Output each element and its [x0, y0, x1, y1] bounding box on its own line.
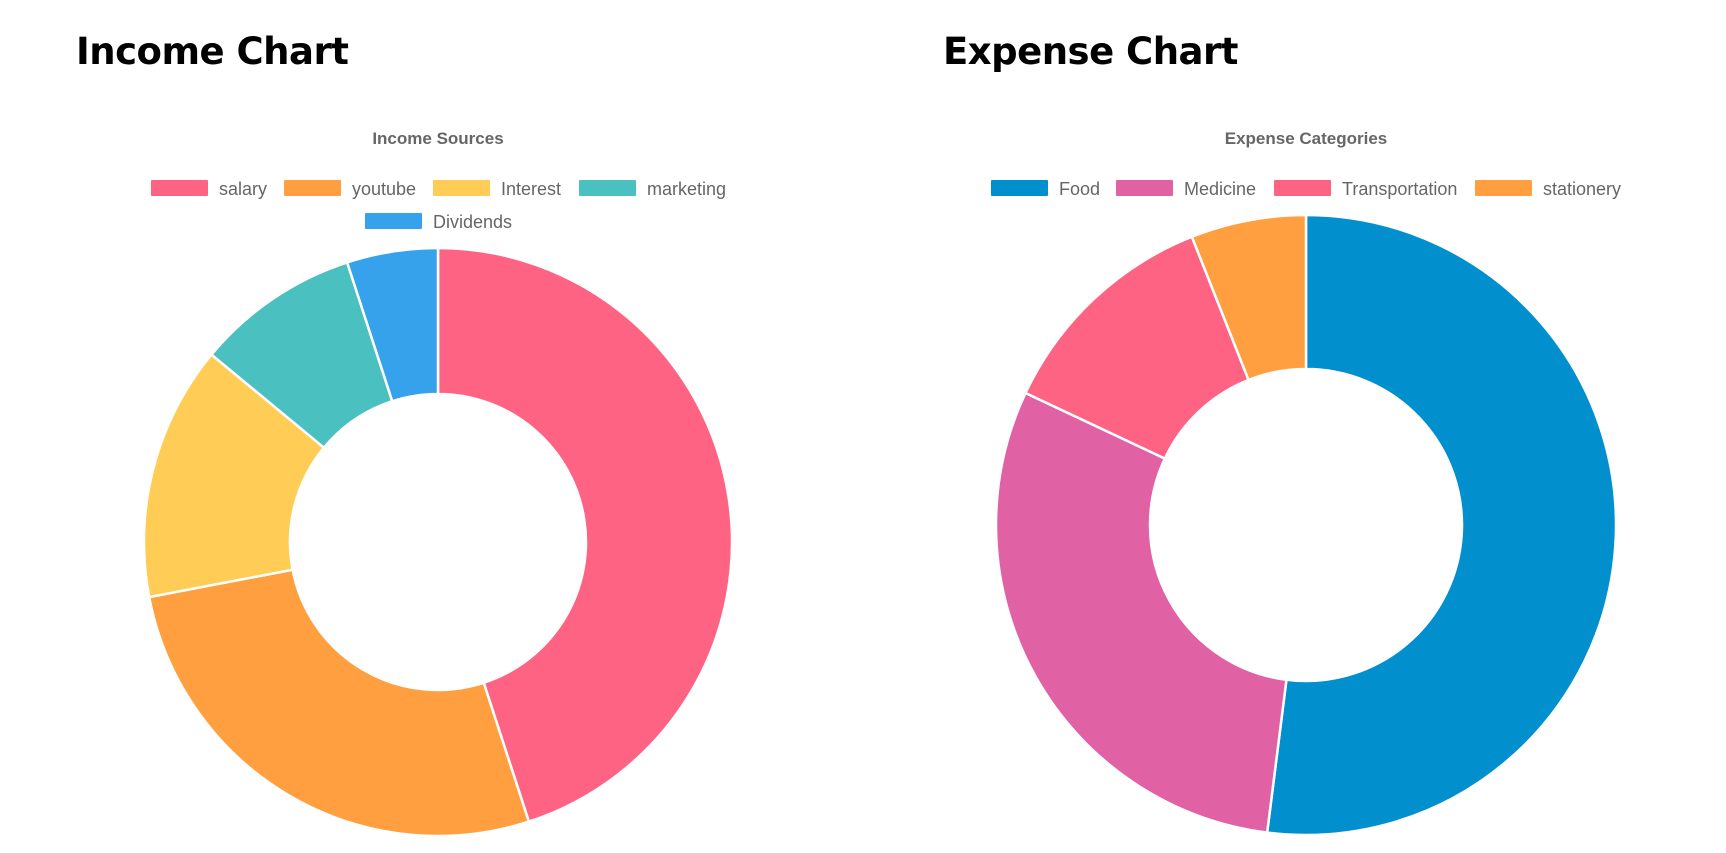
- legend-swatch-marketing[interactable]: [579, 180, 636, 196]
- legend-swatch-food[interactable]: [991, 180, 1048, 196]
- expense-legend: Food Medicine Transportation stationery: [991, 179, 1621, 199]
- legend-label-youtube[interactable]: youtube: [352, 179, 416, 199]
- slice-interest[interactable]: [142, 352, 326, 599]
- legend-swatch-salary[interactable]: [151, 180, 208, 196]
- expense-panel: Expense Chart Expense Categories Food Me…: [863, 0, 1726, 853]
- expense-doughnut-chart: Expense Categories Food Medicine Transpo…: [991, 129, 1621, 837]
- slice-food[interactable]: [1265, 213, 1618, 837]
- legend-swatch-stationery[interactable]: [1475, 180, 1532, 196]
- slice-salary[interactable]: [436, 246, 734, 824]
- legend-swatch-transportation[interactable]: [1274, 180, 1331, 196]
- legend-label-stationery[interactable]: stationery: [1543, 179, 1621, 199]
- legend-swatch-youtube[interactable]: [284, 180, 341, 196]
- legend-label-food[interactable]: Food: [1059, 179, 1100, 199]
- legend-swatch-dividends[interactable]: [365, 213, 422, 229]
- legend-label-marketing[interactable]: marketing: [647, 179, 726, 199]
- expense-chart-title: Expense Categories: [1225, 129, 1388, 148]
- slice-medicine[interactable]: [994, 391, 1288, 834]
- expense-chart-heading: Expense Chart: [943, 30, 1238, 73]
- income-chart-heading: Income Chart: [76, 30, 349, 73]
- legend-label-interest[interactable]: Interest: [501, 179, 561, 199]
- slice-dividends[interactable]: [345, 246, 440, 403]
- expense-slices: [994, 213, 1618, 837]
- legend-swatch-interest[interactable]: [433, 180, 490, 196]
- legend-label-salary[interactable]: salary: [219, 179, 267, 199]
- income-chart-title: Income Sources: [372, 129, 503, 148]
- legend-label-transportation[interactable]: Transportation: [1342, 179, 1457, 199]
- legend-swatch-medicine[interactable]: [1116, 180, 1173, 196]
- income-doughnut-chart: Income Sources salary youtube Interest m…: [142, 129, 734, 838]
- slice-stationery[interactable]: [1190, 213, 1308, 382]
- income-panel: Income Chart Income Sources salary youtu…: [76, 30, 734, 838]
- income-slices: [142, 246, 734, 838]
- income-legend: salary youtube Interest marketing Divide…: [151, 179, 726, 232]
- slice-youtube[interactable]: [147, 568, 531, 838]
- legend-label-medicine[interactable]: Medicine: [1184, 179, 1256, 199]
- legend-label-dividends[interactable]: Dividends: [433, 212, 512, 232]
